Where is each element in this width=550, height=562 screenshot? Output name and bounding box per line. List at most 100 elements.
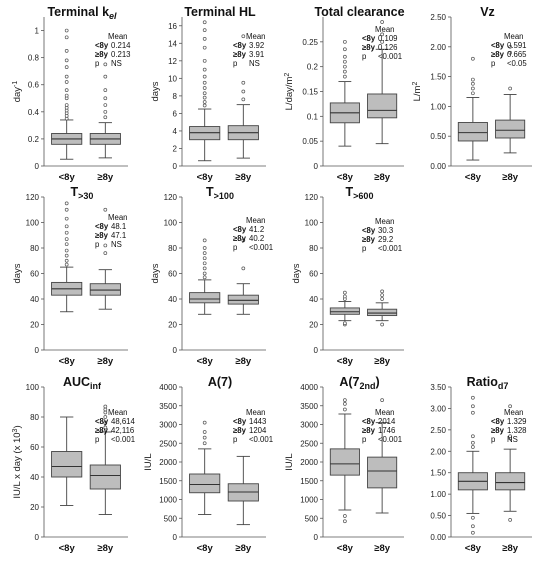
panel-3: Vz0.000.501.001.502.002.50L/m2<8y ≥8yMean… <box>412 5 532 183</box>
panel-8: A(7) 0 500 1000 1500 2000 2500 3000 3500 4000 IU/L… <box>143 375 273 554</box>
y-tick-label: 20 <box>30 321 39 330</box>
stats-row-label: p <box>362 435 367 444</box>
outlier-point <box>103 74 108 79</box>
iqr-box <box>189 473 221 494</box>
stats-row-label: p <box>233 59 238 68</box>
stats-row-value: <0.001 <box>249 435 273 444</box>
stats-row-label: ≥8y <box>233 50 247 59</box>
stats-row-value: <0.001 <box>378 244 402 253</box>
box-lt8y <box>51 416 83 506</box>
outlier-point <box>241 80 246 85</box>
stats-row-value: 0.665 <box>507 50 527 59</box>
outlier-point <box>202 246 207 250</box>
stats-row-value: 41.2 <box>249 225 264 234</box>
outlier-point <box>64 258 69 263</box>
y-tick-label: 3500 <box>300 402 318 411</box>
stats-row-label: <8y <box>233 41 247 50</box>
stats-row-label: p <box>95 59 100 68</box>
y-tick-label: 0.05 <box>302 137 318 146</box>
outlier-point <box>471 77 475 82</box>
box-ge8y <box>227 34 259 159</box>
stats-header: Mean <box>246 216 266 225</box>
outlier-point <box>64 103 69 107</box>
y-tick-label: 100 <box>164 219 178 228</box>
category-label: ≥8y <box>97 356 113 367</box>
outlier-point <box>471 395 475 400</box>
y-tick-label: 6 <box>173 109 178 118</box>
y-tick-label: 16 <box>168 22 177 31</box>
outlier-point <box>103 96 108 101</box>
category-label: <8y <box>337 543 354 554</box>
outlier-point <box>202 435 207 440</box>
stats-row-value: 1204 <box>249 426 267 435</box>
category-label: <8y <box>59 543 76 554</box>
category-label: <8y <box>337 172 354 183</box>
iqr-box <box>329 448 360 476</box>
category-label: ≥8y <box>374 356 390 367</box>
outlier-point <box>471 56 475 61</box>
y-tick-label: 60 <box>309 270 318 279</box>
iqr-box <box>457 122 488 142</box>
outlier-point <box>343 290 347 295</box>
outlier-point <box>103 404 108 409</box>
outlier-point <box>64 88 69 92</box>
panel-10: Ratiod7 0.00 0.50 1.00 1.50 2.00 2.50 3.00 3.50 <… <box>430 375 532 554</box>
category-label: <8y <box>465 172 482 183</box>
outlier-point <box>471 445 475 449</box>
outlier-point <box>471 515 475 520</box>
panel-title: AUCinf <box>63 375 102 391</box>
y-tick-label: 60 <box>30 270 39 279</box>
y-tick-label: 60 <box>30 443 39 452</box>
y-tick-label: 40 <box>309 295 318 304</box>
y-tick-label: 0.25 <box>302 38 318 47</box>
y-tick-label: 14 <box>168 39 177 48</box>
outlier-point <box>64 35 69 40</box>
y-tick-label: 80 <box>309 244 318 253</box>
stats-row-label: p <box>95 435 100 444</box>
outlier-point <box>471 404 475 409</box>
category-label: ≥8y <box>502 172 518 183</box>
box-lt8y <box>189 420 221 515</box>
y-tick-label: 0.00 <box>430 533 446 542</box>
iqr-box <box>189 292 221 304</box>
outlier-point <box>202 261 207 266</box>
panel-title: A(7) <box>208 375 232 389</box>
y-tick-label: 20 <box>168 321 177 330</box>
y-tick-label: 40 <box>30 295 39 304</box>
outlier-point <box>380 289 384 294</box>
y-tick-label: 2.50 <box>430 426 446 435</box>
outlier-point <box>241 34 246 39</box>
y-tick-label: 0 <box>35 533 40 542</box>
stats-row-label: ≥8y <box>233 234 247 243</box>
y-tick-label: 1000 <box>159 496 177 505</box>
outlier-point <box>64 74 69 79</box>
outlier-point <box>343 514 347 518</box>
y-tick-label: 40 <box>30 473 39 482</box>
outlier-point <box>64 28 69 33</box>
outlier-point <box>343 398 347 402</box>
y-tick-label: 0 <box>173 346 178 355</box>
y-tick-label: 12 <box>168 57 177 66</box>
box-ge8y <box>367 398 398 514</box>
iqr-box <box>367 456 398 489</box>
stats-row-value: 47.1 <box>111 231 126 240</box>
stats-row-label: <8y <box>491 417 505 426</box>
box-lt8y <box>51 201 83 313</box>
category-label: <8y <box>337 356 354 367</box>
stats-header: Mean <box>504 408 524 417</box>
outlier-point <box>508 518 512 522</box>
outlier-point <box>202 74 207 79</box>
outlier-point <box>343 321 347 326</box>
y-tick-label: 0 <box>173 533 178 542</box>
stats-row-label: p <box>95 240 100 249</box>
y-tick-label: 500 <box>164 514 178 523</box>
y-axis-label: days <box>291 263 302 283</box>
outlier-point <box>508 434 512 439</box>
stats-row-label: <8y <box>362 417 376 426</box>
stats-row-value: 48,614 <box>111 417 136 426</box>
outlier-point <box>471 440 475 445</box>
